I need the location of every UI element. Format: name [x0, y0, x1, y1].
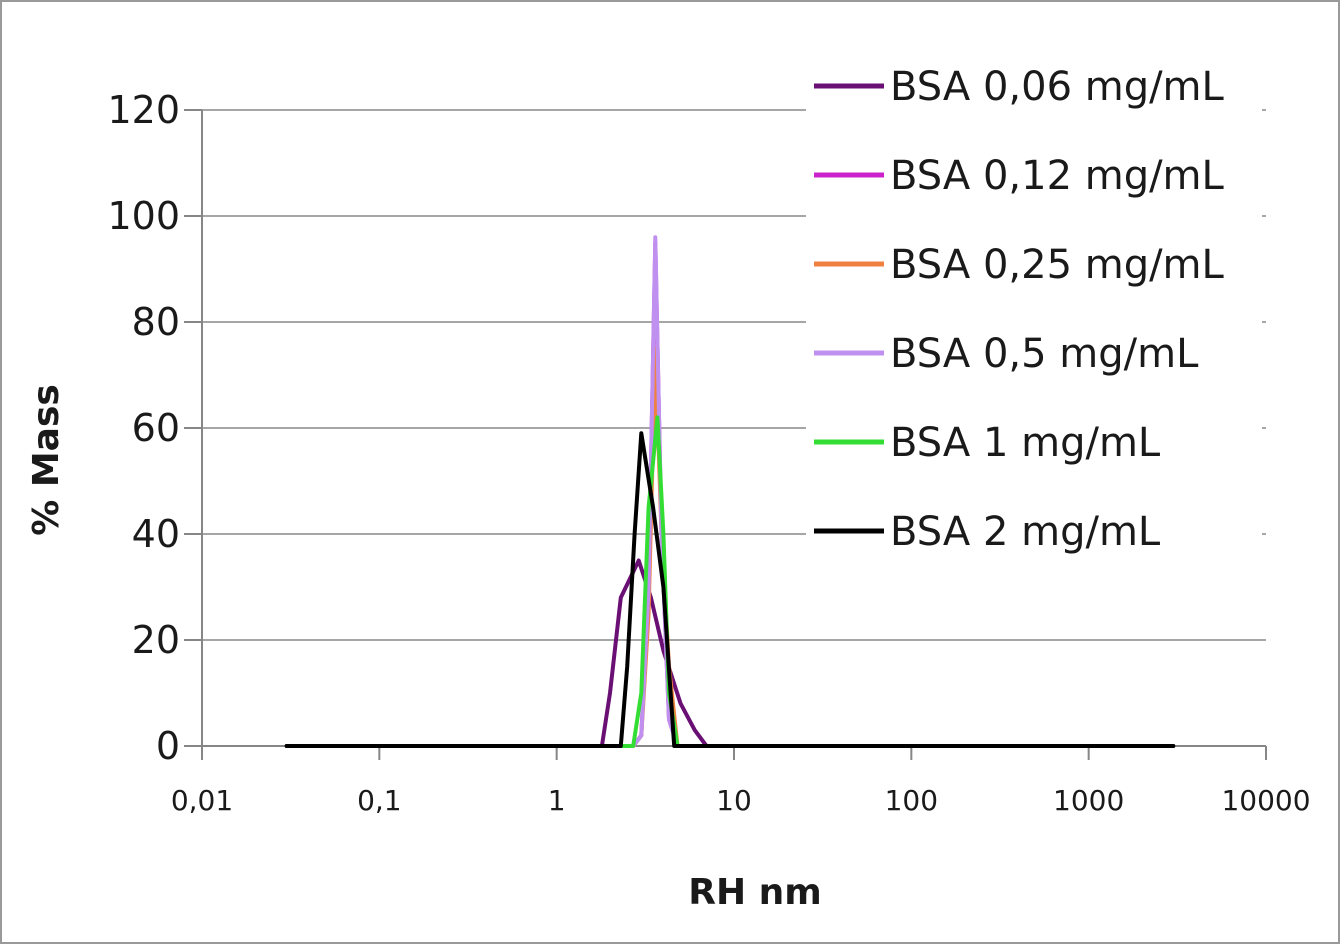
- y-tick-label-40: 40: [132, 512, 180, 556]
- x-tick-label-4: 100: [885, 784, 938, 817]
- x-tick-label-2: 1: [548, 784, 566, 817]
- legend-label-1: BSA 0,06 mg/mL: [890, 64, 1225, 110]
- legend-label-4: BSA 0,5 mg/mL: [890, 331, 1199, 377]
- legend-label-6: BSA 2 mg/mL: [890, 509, 1161, 555]
- tick-labels: 0 20 40 60 80 100 120 0,01 0,1 1 10 100 1000 10000: [107, 88, 1310, 817]
- y-axis-title: % Mass: [26, 384, 67, 536]
- x-tick-label-6: 10000: [1221, 784, 1310, 817]
- y-tick-label-20: 20: [132, 618, 180, 662]
- series-line-6: [284, 431, 1176, 748]
- legend-label-2: BSA 0,12 mg/mL: [890, 153, 1225, 199]
- legend-label-3: BSA 0,25 mg/mL: [890, 242, 1225, 288]
- x-tick-label-3: 10: [716, 784, 752, 817]
- legend-background: [806, 54, 1262, 564]
- legend: BSA 0,06 mg/mL BSA 0,12 mg/mL BSA 0,25 mg/…: [806, 54, 1262, 564]
- y-tick-label-0: 0: [156, 724, 180, 768]
- x-tick-label-0: 0,01: [171, 784, 233, 817]
- y-tick-label-120: 120: [107, 88, 180, 132]
- x-tick-label-1: 0,1: [357, 784, 402, 817]
- gridlines: [202, 109, 1266, 641]
- y-tick-label-100: 100: [107, 194, 180, 238]
- y-tick-label-60: 60: [132, 406, 180, 450]
- series-line-1: [284, 558, 1176, 748]
- x-tick-label-5: 1000: [1053, 784, 1124, 817]
- x-axis-title: RH nm: [688, 872, 822, 913]
- series-lines: [284, 235, 1176, 748]
- y-tick-label-80: 80: [132, 300, 180, 344]
- legend-label-5: BSA 1 mg/mL: [890, 420, 1161, 466]
